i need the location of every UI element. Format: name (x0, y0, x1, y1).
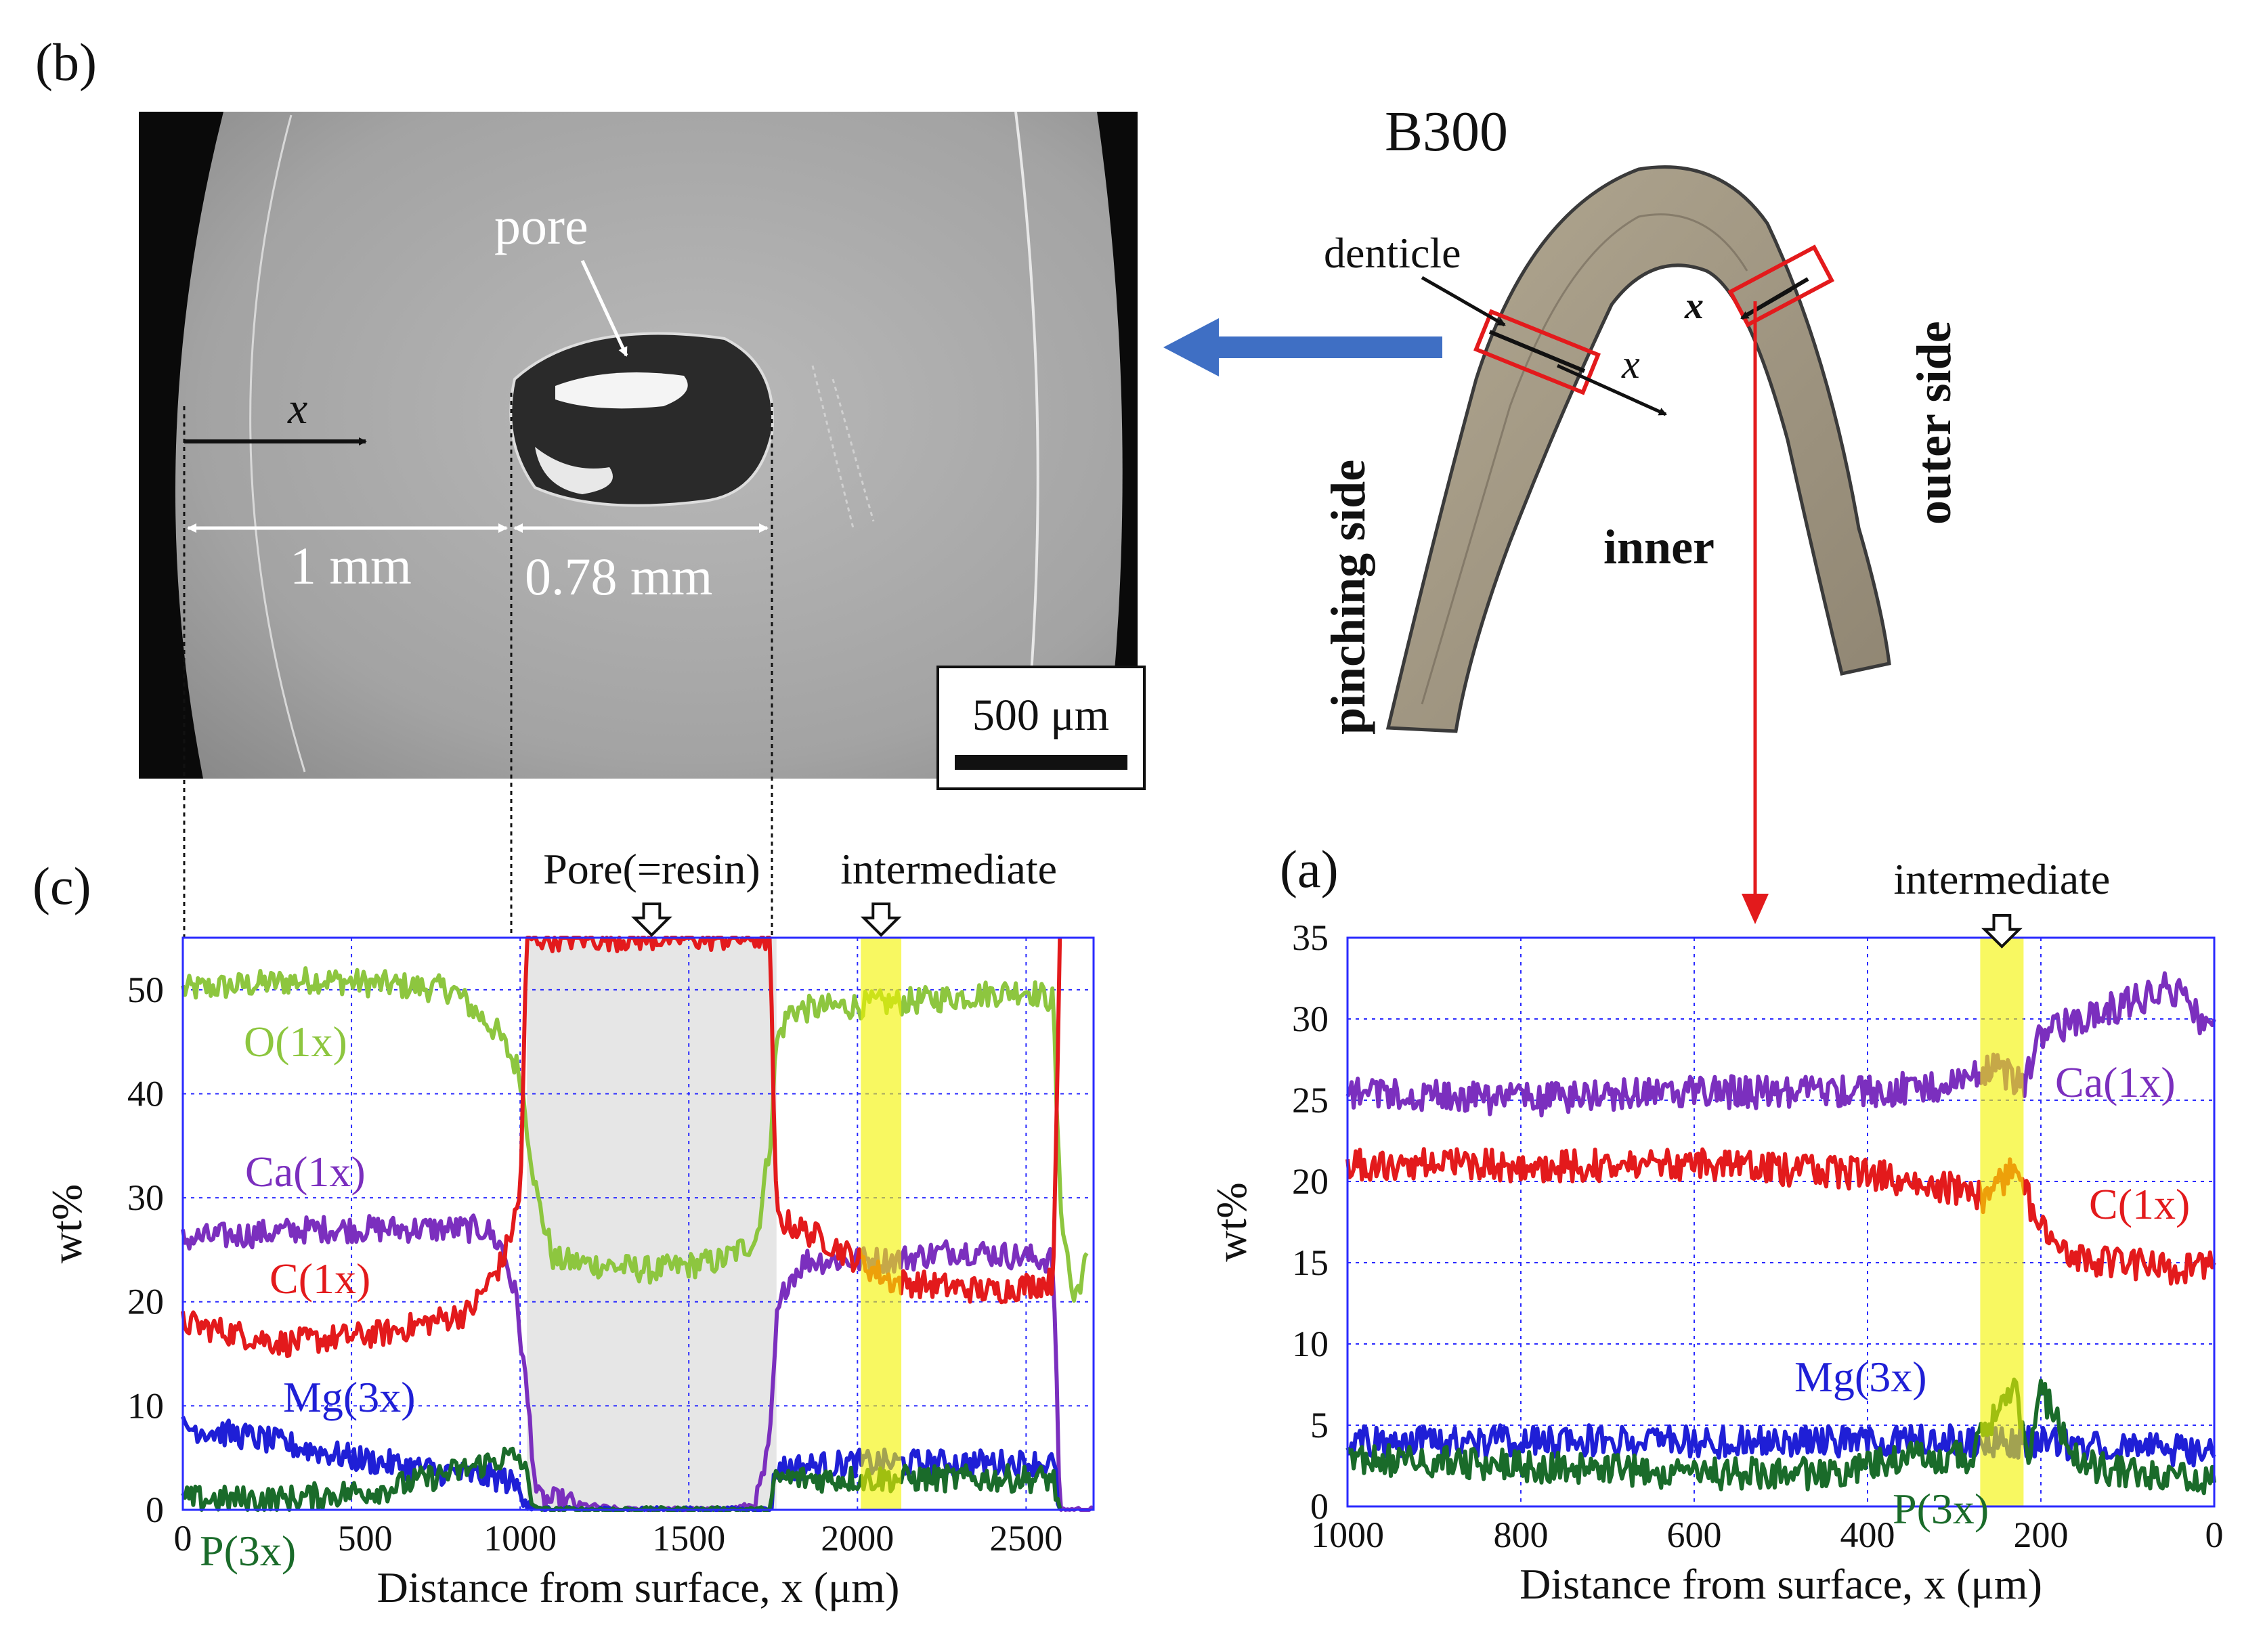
chart-c-letter: (c) (33, 856, 91, 915)
red-arrow (1742, 301, 1769, 924)
chart-a-letter: (a) (1280, 840, 1339, 898)
chart-a: (a) 1000 800 600 400 200 0 0 5 10 15 20 25 30 35 Distan… (1207, 840, 2224, 1608)
pore-region (527, 938, 777, 1510)
intermediate-label: intermediate (840, 845, 1057, 893)
y-tick-label: 30 (1292, 999, 1329, 1039)
y-tick-label: 35 (1292, 917, 1329, 958)
x-tick-label: 1000 (1311, 1515, 1384, 1555)
denticle-label: denticle (1324, 229, 1461, 277)
x-tick-label: 500 (338, 1518, 393, 1559)
y-tick-label: 25 (1292, 1080, 1329, 1121)
pore-pointer-arrow (580, 259, 628, 357)
scale-bar (936, 666, 1146, 790)
x-tick-label: 1000 (483, 1518, 557, 1559)
y-tick-label: 5 (1310, 1405, 1329, 1446)
y-tick-label: 20 (1292, 1161, 1329, 1202)
series-label-ca: Ca(1x) (2055, 1058, 2176, 1106)
panel-b-letter: (b) (35, 32, 97, 91)
x-tick-label: 2500 (989, 1518, 1062, 1559)
series-label-ca: Ca(1x) (245, 1148, 366, 1196)
intermediate-arrow (860, 903, 902, 937)
series-line-c (1345, 1147, 2216, 1286)
intermediate-arrow (1981, 914, 2023, 949)
schematic-x-right: x (1684, 285, 1704, 327)
sem-image (139, 111, 1138, 779)
pore-region-label: Pore(=resin) (543, 845, 760, 893)
x-tick-label: 800 (1494, 1515, 1549, 1555)
series-label-c: C(1x) (270, 1255, 370, 1303)
x-tick-label: 200 (2014, 1515, 2069, 1555)
x-arrow-left (1556, 364, 1667, 416)
schematic-title: B300 (1385, 100, 1508, 163)
y-tick-label: 0 (1310, 1486, 1329, 1527)
intermediate-label: intermediate (1893, 855, 2110, 903)
pinching-side-label: pinching side (1321, 460, 1375, 735)
y-tick-label: 50 (127, 970, 164, 1010)
x-tick-label: 1500 (652, 1518, 725, 1559)
x-tick-label: 400 (1840, 1515, 1895, 1555)
plot-frame (181, 936, 1095, 1511)
dim-078mm: 0.78 mm (525, 547, 712, 606)
denticle-pointer (1421, 276, 1506, 327)
y-axis-title: wt% (1207, 1182, 1255, 1261)
scale-bar-label: 500 μm (972, 691, 1109, 740)
pore-region-arrow (631, 903, 672, 937)
tissue-section (1385, 165, 1891, 733)
intermediate-band (861, 938, 902, 1510)
b-x-label: x (287, 384, 307, 433)
inner-label: inner (1603, 520, 1715, 574)
x-tick-label: 600 (1667, 1515, 1722, 1555)
y-tick-label: 0 (146, 1490, 164, 1530)
pore-label: pore (494, 196, 588, 255)
plot-frame (1346, 936, 2216, 1508)
connector-lines (183, 393, 773, 944)
schematic-x-left: x (1621, 342, 1640, 387)
x-tick-label: 0 (2205, 1515, 2224, 1555)
series-label-p: P(3x) (200, 1527, 296, 1575)
series-label-c: C(1x) (2089, 1180, 2190, 1228)
blue-arrow (1163, 318, 1442, 376)
series-label-p: P(3x) (1893, 1485, 1989, 1533)
chart-c: (c) 0 500 1000 1500 2000 2500 0 10 20 30 40 50 Distan… (33, 845, 1095, 1611)
x-arrow-right (1740, 288, 1792, 320)
series-label-mg: Mg(3x) (283, 1373, 416, 1421)
series-line-mg (1347, 1423, 2216, 1468)
x-tick-label: 0 (174, 1518, 192, 1559)
x-axis-title: Distance from surface, x (μm) (1519, 1560, 2042, 1608)
y-axis-title: wt% (43, 1184, 91, 1263)
y-tick-label: 40 (127, 1073, 164, 1114)
y-tick-label: 10 (127, 1385, 164, 1426)
y-tick-label: 20 (127, 1282, 164, 1322)
series-label-o: O(1x) (244, 1018, 347, 1066)
series-line-ca (1345, 971, 2216, 1118)
y-tick-label: 10 (1292, 1324, 1329, 1364)
series-line-o (181, 966, 1089, 1303)
x-axis-title: Distance from surface, x (μm) (377, 1563, 900, 1611)
intermediate-band (1980, 938, 2024, 1506)
plot-area (1348, 938, 2214, 1506)
y-tick-label: 30 (127, 1177, 164, 1218)
series-line-c (181, 936, 1062, 1358)
outer-side-label: outer side (1907, 321, 1961, 525)
series-line-p (1345, 1377, 2216, 1496)
dim-1mm: 1 mm (290, 536, 412, 595)
y-tick-label: 15 (1292, 1242, 1329, 1283)
x-tick-label: 2000 (821, 1518, 894, 1559)
series-label-mg: Mg(3x) (1794, 1353, 1927, 1401)
